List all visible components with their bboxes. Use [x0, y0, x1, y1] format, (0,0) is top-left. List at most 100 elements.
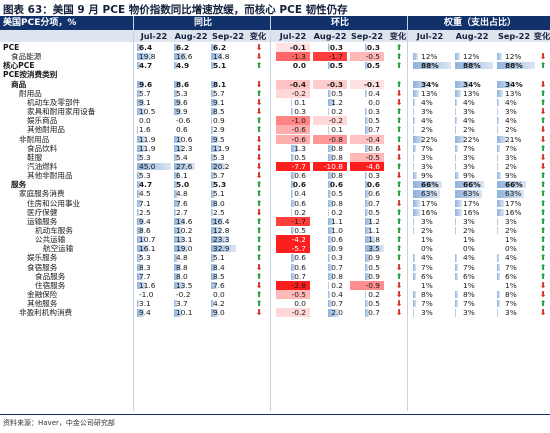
yoy-value: 4.7 — [139, 180, 153, 190]
weight-value: 7% — [421, 262, 433, 272]
yoy-value: 2.5 — [139, 207, 151, 217]
yoy-cell: 4.2 — [211, 299, 245, 308]
yoy-value: 19.0 — [176, 244, 193, 254]
yoy-databar — [137, 53, 152, 61]
mom-databar — [328, 108, 330, 116]
yoy-cell: 9.6 — [174, 98, 208, 107]
yoy-cell: 11.6 — [137, 281, 171, 290]
weight-databar — [413, 144, 417, 152]
yoy-value: 5.1 — [213, 189, 225, 199]
arrow-down-icon: ⬇ — [395, 262, 403, 272]
mom-databar — [328, 190, 331, 198]
yoy-cell: 13.1 — [174, 235, 208, 244]
mom-cell: 0.4 — [350, 89, 384, 98]
mom-cell: 0.7 — [350, 199, 384, 208]
weight-databar — [413, 62, 451, 70]
weight-databar — [455, 89, 461, 97]
table-row: 其他服务 3.1 3.7 4.2 ⬆ 0.0 0.7 0.5 ⬇ 7% 7% 7% ⬆ — [0, 299, 550, 308]
yoy-value: 12.3 — [176, 143, 193, 153]
mom-value: 2.0 — [331, 308, 343, 318]
mom-databar — [328, 98, 335, 107]
mom-value: -5.7 — [291, 244, 306, 254]
weight-value: 7% — [421, 299, 433, 309]
header-change-mom: 变化 — [389, 31, 407, 41]
yoy-cell: 5.7 — [211, 171, 245, 180]
weight-cell: 3% — [413, 162, 451, 171]
mom-cell: 0.7 — [276, 272, 310, 281]
arrow-up-icon: ⬆ — [395, 116, 403, 126]
weight-value: 3% — [505, 152, 517, 162]
weight-cell: 8% — [455, 290, 493, 299]
yoy-cell: 1.6 — [137, 125, 171, 134]
weight-value: 1% — [505, 235, 517, 245]
weight-value: 17% — [505, 198, 522, 208]
mom-value: 0.7 — [368, 198, 380, 208]
row-label: 机动车及零部件 — [27, 97, 81, 107]
row-label: 住宿服务 — [35, 280, 66, 290]
weight-cell: 17% — [455, 199, 493, 208]
yoy-cell: 6.2 — [174, 43, 208, 52]
weight-cell: 66% — [413, 180, 451, 189]
row-label: 其他服务 — [27, 299, 58, 309]
weight-value: 3% — [463, 161, 475, 171]
mom-value: -10.8 — [323, 161, 343, 171]
mom-value: -0.5 — [365, 52, 380, 62]
arrow-up-icon: ⬆ — [255, 180, 263, 190]
mom-databar — [365, 44, 367, 52]
weight-cell: 0% — [455, 244, 493, 253]
mom-value: -0.2 — [291, 308, 306, 318]
mom-value: -0.1 — [289, 43, 306, 52]
yoy-value: 8.3 — [139, 262, 151, 272]
yoy-value: 7.6 — [213, 280, 225, 290]
header-month-w-0: Jul-22 — [416, 31, 444, 41]
weight-databar — [455, 162, 457, 171]
mom-cell: 0.8 — [313, 153, 347, 162]
mom-cell: -0.9 — [350, 280, 384, 291]
weight-cell: 3% — [455, 162, 493, 171]
yoy-databar — [137, 62, 141, 70]
mom-value: 0.6 — [368, 143, 380, 153]
mom-databar — [365, 117, 368, 125]
yoy-value: 5.3 — [213, 180, 227, 190]
arrow-up-icon: ⬆ — [539, 299, 547, 309]
weight-cell — [497, 43, 535, 52]
yoy-databar — [211, 300, 215, 308]
mom-value: 0.7 — [331, 262, 343, 272]
arrow-down-icon: ⬇ — [539, 79, 547, 89]
mom-value: 0.1 — [331, 125, 343, 135]
arrow-up-icon: ⬆ — [539, 198, 547, 208]
yoy-databar — [211, 117, 212, 125]
header-month-yoy-1: Aug-22 — [174, 31, 208, 41]
yoy-cell: 4.9 — [174, 61, 208, 70]
mom-cell: 0.6 — [276, 180, 310, 189]
yoy-value: 0.0 — [213, 290, 225, 300]
arrow-up-icon: ⬆ — [255, 253, 263, 263]
weight-databar — [497, 117, 499, 125]
arrow-down-icon: ⬇ — [255, 161, 263, 171]
mom-value: -1.7 — [291, 216, 306, 226]
weight-cell: 88% — [497, 61, 535, 70]
header-month-w-1: Aug-22 — [455, 31, 489, 41]
mom-databar — [328, 227, 334, 235]
weight-databar — [497, 263, 501, 271]
mom-databar — [328, 89, 331, 97]
weight-value: 7% — [463, 299, 475, 309]
row-label: 汽油燃料 — [27, 161, 58, 171]
weight-cell: 4% — [497, 253, 535, 262]
weight-databar — [497, 89, 503, 97]
mom-value: 0.9 — [331, 244, 343, 254]
weight-databar — [413, 227, 414, 235]
yoy-databar — [211, 98, 218, 107]
yoy-value: 7.1 — [139, 198, 151, 208]
yoy-value: 5.3 — [139, 152, 151, 162]
arrow-down-icon: ⬇ — [395, 299, 403, 309]
yoy-cell: 9.1 — [137, 98, 171, 107]
mom-value: 0.5 — [329, 61, 343, 71]
arrow-up-icon: ⬆ — [395, 235, 403, 245]
mom-value: 0.0 — [292, 61, 306, 71]
yoy-cell: 9.5 — [211, 135, 245, 144]
weight-value: 4% — [463, 97, 475, 107]
row-label: 公共运输 — [35, 235, 66, 245]
yoy-databar — [174, 172, 179, 180]
mom-cell: -0.6 — [276, 134, 310, 144]
